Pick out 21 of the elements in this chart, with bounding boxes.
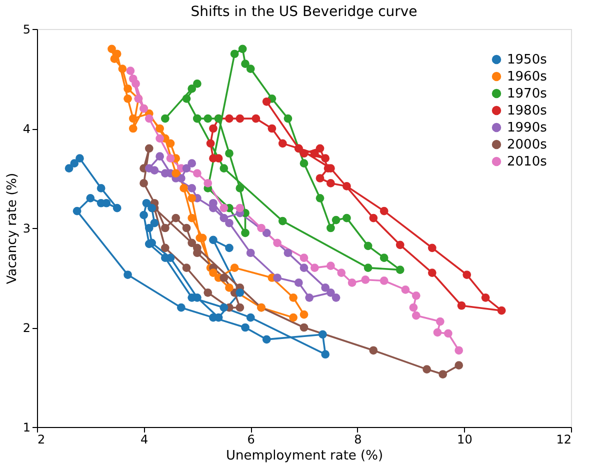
y-tick-label: 2	[22, 321, 30, 335]
x-tick-label: 2	[38, 432, 46, 446]
legend-label: 1990s	[507, 120, 548, 136]
legend-label: 1950s	[507, 52, 548, 68]
y-tick-label: 5	[22, 22, 30, 36]
legend-label: 2010s	[507, 154, 548, 170]
x-tick-label: 8	[354, 432, 362, 446]
y-tick-label: 3	[22, 222, 30, 236]
y-axis-title: Vacancy rate (%)	[4, 172, 20, 284]
legend-label: 1980s	[507, 104, 548, 118]
x-axis-title: Unemployment rate (%)	[226, 448, 384, 464]
legend-label: 2000s	[507, 138, 548, 152]
chart-title: Shifts in the US Beveridge curve	[190, 4, 418, 20]
x-tick-label: 10	[457, 432, 472, 446]
legend-label: 1960s	[507, 70, 548, 84]
legend-label: 1970s	[507, 86, 548, 102]
x-tick-label: 12	[556, 432, 572, 446]
x-tick-label: 4	[140, 432, 148, 446]
y-tick-label: 4	[22, 122, 30, 136]
y-tick-label: 1	[22, 420, 30, 434]
x-tick-label: 6	[247, 432, 255, 446]
